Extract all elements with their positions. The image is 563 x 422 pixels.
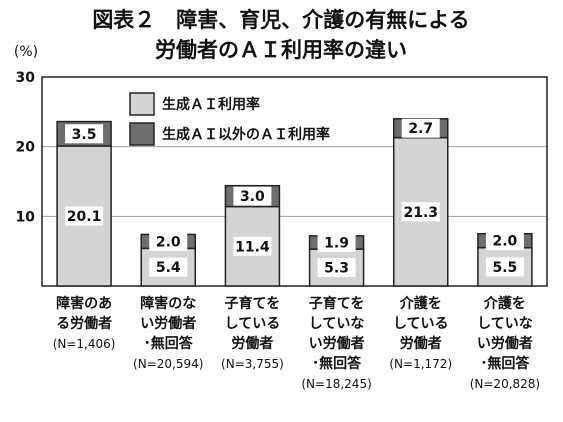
category-label: している — [393, 316, 449, 332]
category-label: 介護を — [399, 295, 442, 312]
data-label-box — [317, 232, 356, 252]
category-n-label: (N=1,172) — [389, 357, 452, 371]
category-label: していな — [477, 316, 533, 332]
data-label: 5.5 — [493, 260, 518, 276]
data-label-box — [485, 257, 524, 277]
data-label: 2.7 — [408, 121, 433, 137]
y-tick-label: 10 — [16, 209, 36, 225]
data-label: 21.3 — [403, 205, 438, 221]
category-label: 子育てを — [309, 295, 365, 312]
y-axis-unit: (%) — [14, 44, 38, 60]
category-n-label: (N=3,755) — [221, 357, 284, 371]
data-label-box — [233, 186, 272, 206]
data-label: 5.4 — [156, 260, 181, 276]
category-label: ･無回答 — [144, 335, 194, 352]
category-n-label: (N=18,245) — [301, 377, 371, 391]
category-label: 子育てを — [225, 295, 281, 312]
category-label: 障害のな — [140, 295, 196, 312]
data-label: 11.4 — [235, 239, 270, 255]
category-label: い労働者 — [309, 335, 365, 352]
data-label-box — [65, 206, 104, 226]
legend-swatch-genai — [129, 92, 155, 116]
data-label-box — [401, 118, 440, 138]
category-label: 障害のあ — [56, 295, 112, 312]
category-label: い労働者 — [477, 335, 533, 352]
legend-label: 生成ＡＩ利用率 — [162, 96, 260, 113]
data-label-box — [149, 231, 188, 251]
category-n-label: (N=20,594) — [133, 357, 203, 371]
category-label: る労働者 — [56, 315, 112, 332]
category-label: している — [225, 316, 281, 332]
y-tick-label: 20 — [16, 140, 36, 156]
category-n-label: (N=1,406) — [53, 337, 116, 351]
data-label: 20.1 — [67, 209, 102, 225]
category-label: 労働者 — [400, 335, 442, 352]
legend-label: 生成ＡＩ以外のＡＩ利用率 — [162, 126, 330, 143]
category-label: していな — [309, 316, 365, 332]
data-label-box — [485, 231, 524, 251]
chart-title-line-2: 労働者のＡＩ利用率の違い — [155, 38, 407, 62]
chart-title-line-1: 図表２ 障害、育児、介護の有無による — [92, 8, 469, 32]
category-label: ･無回答 — [480, 355, 530, 372]
data-label: 3.0 — [240, 189, 265, 205]
data-label-box — [149, 257, 188, 277]
category-n-label: (N=20,828) — [470, 377, 540, 391]
data-label-box — [401, 202, 440, 222]
y-tick-label: 30 — [16, 70, 36, 86]
plot-frame — [41, 76, 548, 287]
data-label: 5.3 — [324, 261, 349, 277]
data-label: 3.5 — [72, 127, 97, 143]
data-label: 2.0 — [493, 234, 518, 250]
data-label: 2.0 — [156, 234, 181, 250]
data-label-box — [317, 258, 356, 278]
category-label: い労働者 — [140, 315, 196, 332]
category-label: 労働者 — [231, 335, 273, 352]
data-label-box — [233, 236, 272, 256]
data-label: 1.9 — [324, 235, 349, 251]
legend-swatch-other-ai — [129, 122, 155, 146]
category-label: 介護を — [483, 295, 526, 312]
data-label-box — [65, 124, 104, 144]
category-label: ･無回答 — [312, 355, 362, 372]
